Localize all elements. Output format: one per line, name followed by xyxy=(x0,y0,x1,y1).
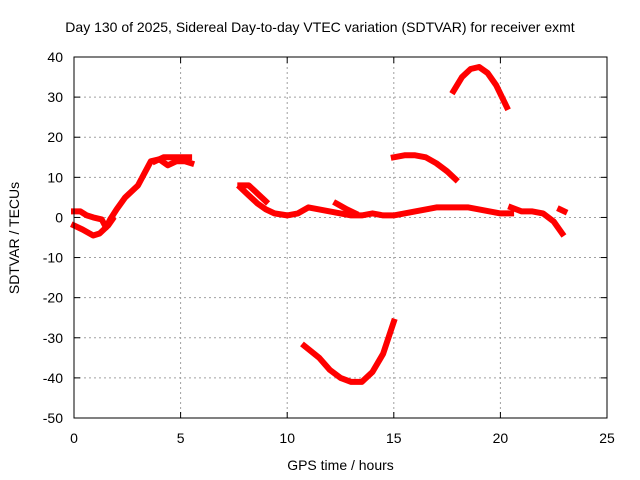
series-line-seg8 xyxy=(556,205,569,216)
series-line-seg5 xyxy=(236,183,515,219)
series-line-seg4 xyxy=(237,182,271,206)
series-line-seg11 xyxy=(300,317,398,385)
y-tick-label: 20 xyxy=(47,129,63,145)
y-tick-label: 40 xyxy=(47,49,63,65)
chart-title: Day 130 of 2025, Sidereal Day-to-day VTE… xyxy=(65,19,575,35)
y-axis-label: SDTVAR / TECUs xyxy=(6,181,22,295)
data-series xyxy=(70,64,569,385)
y-tick-label: -50 xyxy=(43,410,63,426)
series-line-seg6 xyxy=(332,199,360,218)
y-tick-label: -10 xyxy=(43,250,63,266)
y-tick-label: 10 xyxy=(47,169,63,185)
series-line-seg10 xyxy=(449,64,511,112)
y-tick-label: 0 xyxy=(55,209,63,225)
x-tick-label: 15 xyxy=(386,430,402,446)
y-tick-label: 30 xyxy=(47,89,63,105)
x-tick-label: 0 xyxy=(70,430,78,446)
x-tick-label: 20 xyxy=(493,430,509,446)
series-line-seg7 xyxy=(507,203,567,238)
y-tick-label: -30 xyxy=(43,330,63,346)
x-axis-label: GPS time / hours xyxy=(287,457,394,473)
plot-frame xyxy=(73,56,608,419)
y-tick-label: -40 xyxy=(43,370,63,386)
grid-lines xyxy=(74,57,607,418)
y-tick-label: -20 xyxy=(43,290,63,306)
series-line-seg9 xyxy=(390,152,460,184)
axis-ticks: 0 5 10 15 20 25 40 30 20 10 0 -10 -20 -30 -40 -50 xyxy=(43,49,615,446)
series-line-seg3 xyxy=(151,154,193,166)
x-tick-label: 5 xyxy=(177,430,185,446)
x-tick-label: 25 xyxy=(599,430,615,446)
x-tick-label: 10 xyxy=(279,430,295,446)
series-line-seg2 xyxy=(71,156,196,231)
